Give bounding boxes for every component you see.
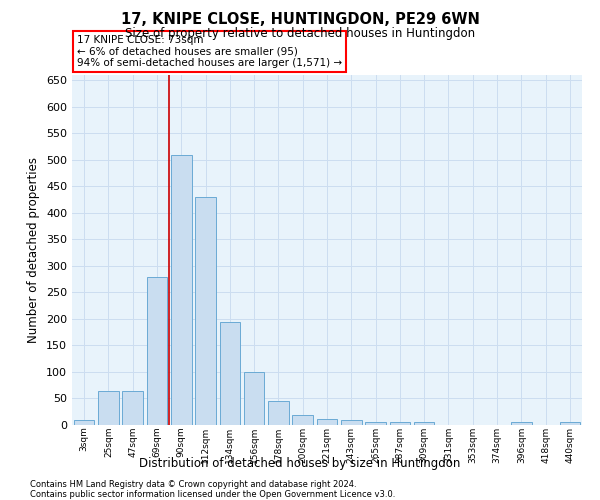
Bar	[389, 422, 410, 425]
Text: 17 KNIPE CLOSE: 73sqm
← 6% of detached houses are smaller (95)
94% of semi-detac: 17 KNIPE CLOSE: 73sqm ← 6% of detached h…	[77, 35, 342, 68]
Bar	[171, 154, 191, 425]
Text: Contains public sector information licensed under the Open Government Licence v3: Contains public sector information licen…	[30, 490, 395, 499]
Bar	[74, 420, 94, 425]
Text: Distribution of detached houses by size in Huntingdon: Distribution of detached houses by size …	[139, 458, 461, 470]
Bar	[220, 322, 240, 425]
Bar	[268, 401, 289, 425]
Bar	[414, 422, 434, 425]
Bar	[122, 390, 143, 425]
Bar	[292, 416, 313, 425]
Bar	[560, 422, 580, 425]
Bar	[511, 422, 532, 425]
Bar	[341, 420, 362, 425]
Bar	[365, 422, 386, 425]
Bar	[195, 197, 216, 425]
Text: Contains HM Land Registry data © Crown copyright and database right 2024.: Contains HM Land Registry data © Crown c…	[30, 480, 356, 489]
Bar	[244, 372, 265, 425]
Text: 17, KNIPE CLOSE, HUNTINGDON, PE29 6WN: 17, KNIPE CLOSE, HUNTINGDON, PE29 6WN	[121, 12, 479, 28]
Bar	[317, 418, 337, 425]
Bar	[98, 390, 119, 425]
Bar	[146, 276, 167, 425]
Y-axis label: Number of detached properties: Number of detached properties	[28, 157, 40, 343]
Text: Size of property relative to detached houses in Huntingdon: Size of property relative to detached ho…	[125, 28, 475, 40]
